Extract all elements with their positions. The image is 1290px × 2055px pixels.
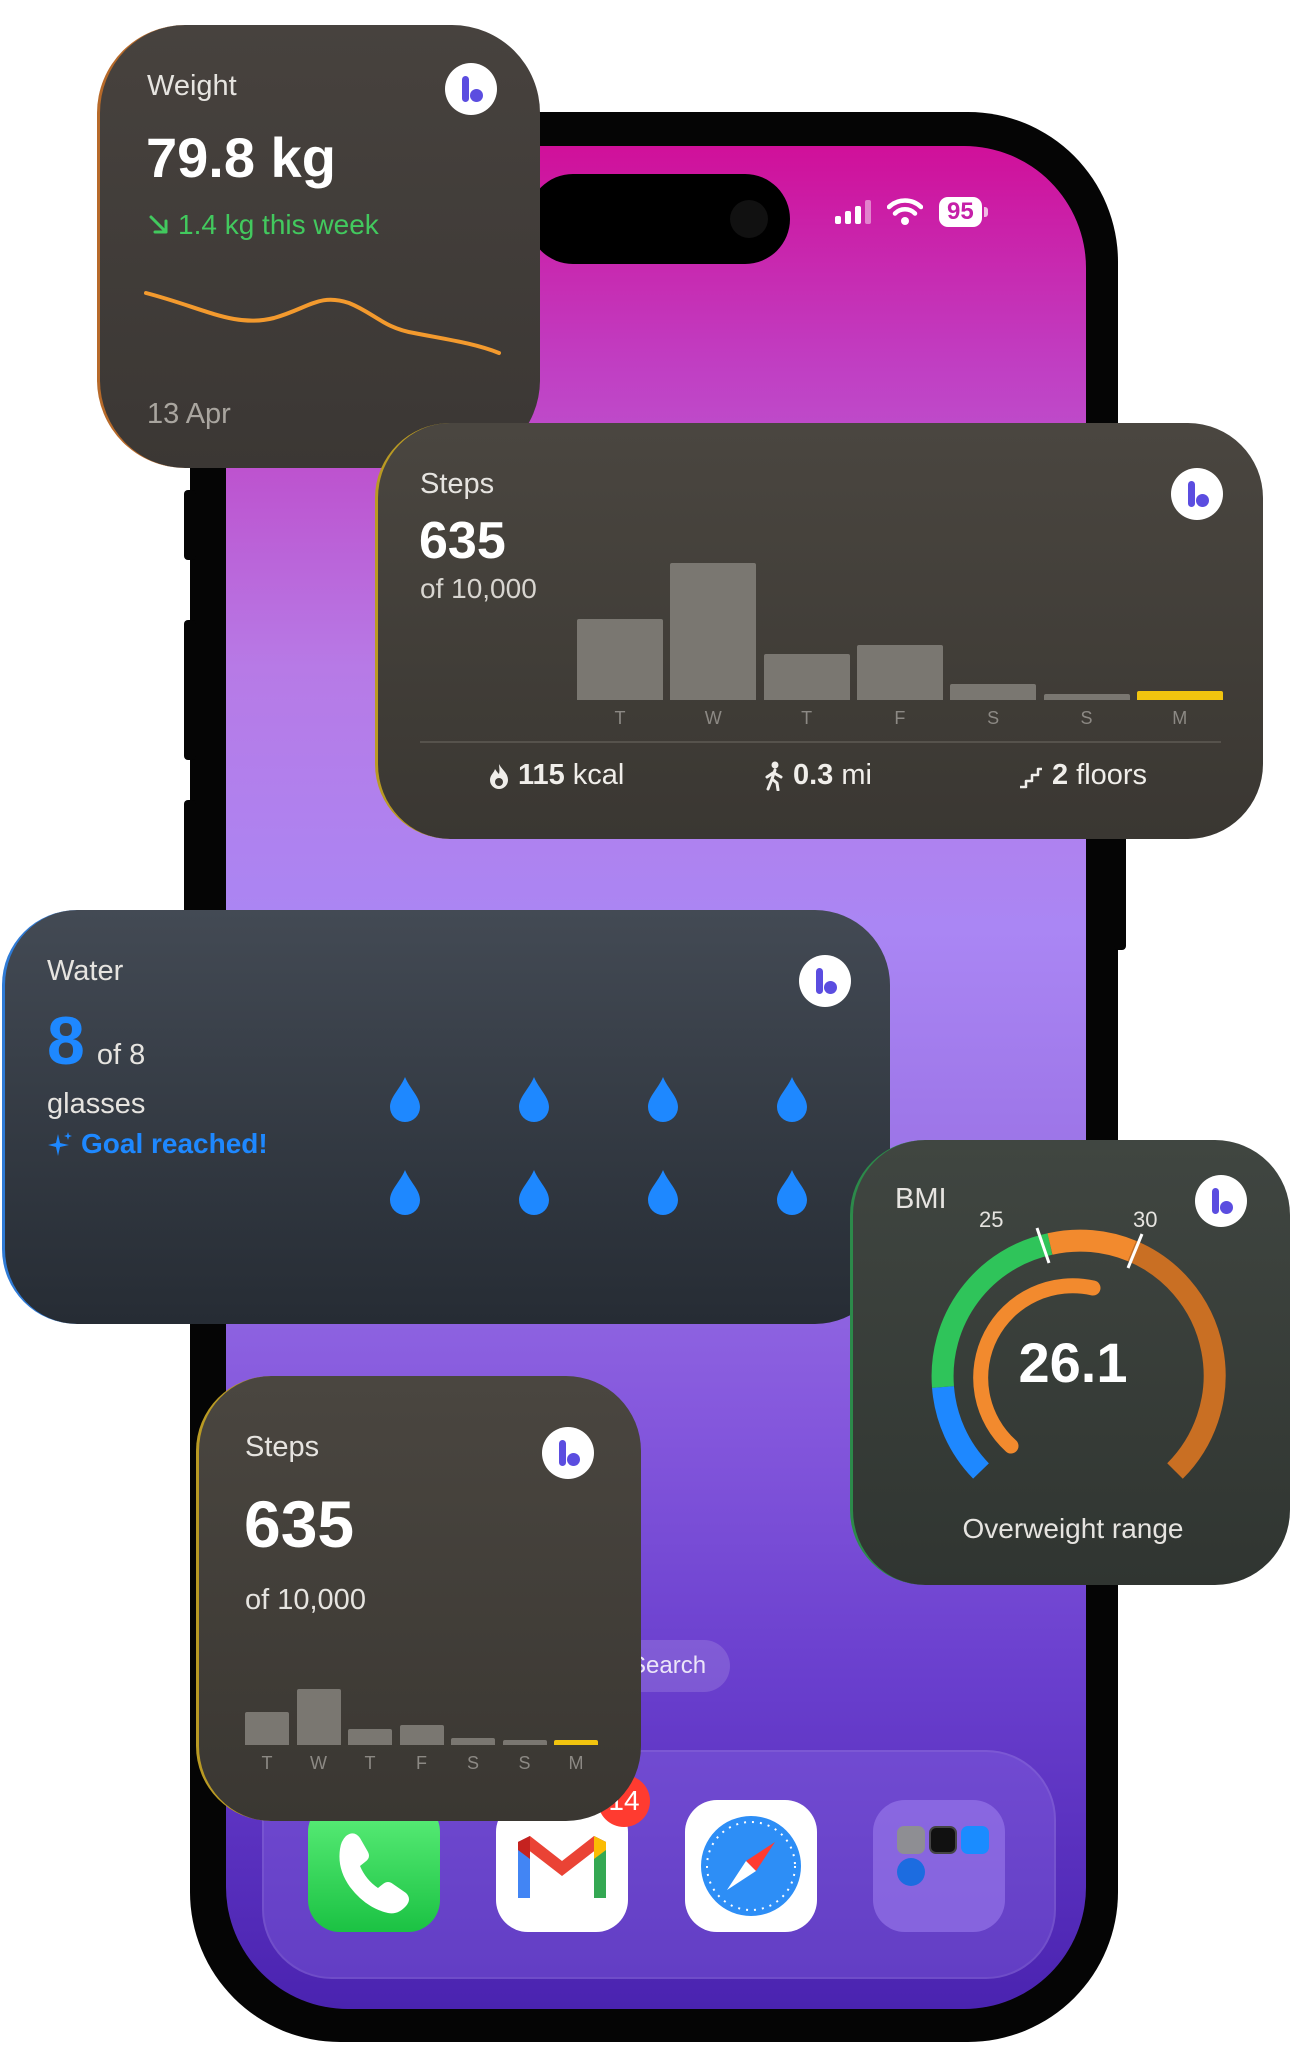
steps-small-day-label-2: T [364, 1753, 376, 1773]
dynamic-island [528, 174, 790, 264]
water-drop-icon[interactable] [646, 1168, 680, 1216]
steps-large-bar-4 [950, 684, 1037, 700]
bmi-gauge [931, 1227, 1226, 1479]
steps-large-day-label-0: T [614, 708, 626, 728]
app-logo-icon [445, 63, 497, 115]
steps-small-day-label-6: M [568, 1753, 584, 1773]
compass-icon [701, 1816, 801, 1916]
water-drop-icon[interactable] [646, 1075, 680, 1123]
steps-goal: of 10,000 [245, 1584, 366, 1616]
steps-large-day-label-4: S [987, 708, 1000, 728]
steps-small-day-label-4: S [466, 1753, 479, 1773]
steps-widget-large[interactable]: Steps 635 of 10,000 T W T F S S M 115 kcal 0.3 m… [375, 423, 1263, 839]
bmi-tick-low: 25 [979, 1207, 1004, 1232]
steps-small-bar-3 [399, 1725, 444, 1745]
water-unit: glasses [47, 1088, 146, 1120]
widget-title: BMI [895, 1183, 947, 1215]
steps-small-bar-2 [348, 1729, 392, 1745]
weight-value: 79.8 kg [146, 126, 336, 189]
bmi-widget[interactable]: BMI 25 30 26.1 Overweight range [850, 1140, 1290, 1585]
battery-indicator: 95 [939, 197, 988, 227]
steps-value: 635 [244, 1487, 355, 1561]
app-logo-icon [799, 955, 851, 1007]
steps-small-bar-4 [451, 1738, 495, 1745]
gmail-app-icon[interactable] [496, 1800, 628, 1932]
steps-small-bar-5 [502, 1740, 547, 1745]
water-drop-icon[interactable] [517, 1168, 551, 1216]
steps-small-day-label-0: T [261, 1753, 273, 1773]
walking-icon [765, 761, 783, 791]
steps-large-bar-0 [577, 619, 663, 700]
app-store-icon [961, 1826, 989, 1854]
widget-title: Steps [245, 1431, 320, 1463]
water-drop-icon[interactable] [388, 1075, 422, 1123]
steps-large-day-label-5: S [1080, 708, 1093, 728]
steps-large-day-label-3: F [894, 708, 906, 728]
gmail-icon [518, 1836, 606, 1898]
settings-app-icon [897, 1826, 925, 1854]
wifi-icon [887, 198, 923, 225]
widget-title: Steps [420, 468, 495, 500]
weight-widget[interactable]: Weight 79.8 kg 1.4 kg this week 13 Apr [97, 25, 540, 468]
steps-large-bar-6 [1136, 691, 1223, 700]
steps-large-bar-2 [763, 654, 850, 700]
app-logo-icon [542, 1427, 594, 1479]
steps-small-day-label-5: S [518, 1753, 531, 1773]
divider [420, 741, 1221, 743]
steps-small-day-label-3: F [416, 1753, 427, 1773]
steps-small-bar-0 [245, 1711, 289, 1745]
steps-large-bar-1 [670, 563, 757, 700]
energy-stat: 115 kcal [488, 759, 624, 792]
weight-change: 1.4 kg this week [146, 209, 379, 241]
steps-small-bar-1 [296, 1689, 341, 1745]
steps-widget-small[interactable]: Steps 635 of 10,000 T W T F S S M [196, 1376, 641, 1821]
steps-small-bar-6 [554, 1740, 598, 1745]
camera-icon [730, 200, 768, 238]
water-drop-icon[interactable] [775, 1168, 809, 1216]
widget-title: Water [47, 955, 124, 987]
password-manager-icon [897, 1858, 925, 1886]
app-logo-icon [1171, 468, 1223, 520]
weight-date: 13 Apr [147, 398, 231, 430]
floors-stat: 2 floors [1018, 759, 1147, 792]
phone-handset-icon [339, 1833, 409, 1914]
sparkles-icon [48, 1132, 72, 1156]
steps-value: 635 [419, 512, 506, 570]
water-summary: 8 of 8 [47, 1002, 145, 1080]
steps-large-bar-3 [856, 645, 943, 700]
water-drop-icon[interactable] [517, 1075, 551, 1123]
bmi-value: 26.1 [1018, 1331, 1128, 1394]
flame-icon [490, 763, 508, 789]
steps-small-day-label-1: W [310, 1753, 327, 1773]
water-goal: of 8 [96, 1039, 146, 1071]
wallet-app-icon [929, 1826, 957, 1854]
safari-app-icon[interactable] [685, 1800, 817, 1932]
action-button [184, 490, 196, 560]
arrow-down-right-icon [149, 215, 168, 234]
bmi-range-label: Overweight range [962, 1513, 1184, 1544]
steps-large-day-label-1: W [704, 708, 722, 728]
phone-app-icon[interactable] [308, 1800, 440, 1932]
water-widget[interactable]: Water 8 of 8 glasses Goal reached! [2, 910, 890, 1324]
volume-up-button [184, 620, 196, 760]
bmi-tick-high: 30 [1133, 1207, 1158, 1232]
app-logo-icon [1195, 1175, 1247, 1227]
cellular-signal-icon [835, 200, 871, 224]
stairs-icon [1020, 767, 1042, 788]
water-drop-icon[interactable] [388, 1168, 422, 1216]
steps-large-bar-5 [1043, 694, 1130, 700]
water-drop-icon[interactable] [775, 1075, 809, 1123]
distance-stat: 0.3 mi [763, 759, 872, 792]
steps-large-day-label-2: T [801, 708, 813, 728]
steps-large-day-label-6: M [1172, 708, 1188, 728]
volume-down-button [184, 800, 196, 940]
status-bar: 95 [835, 192, 988, 232]
steps-goal: of 10,000 [420, 573, 537, 604]
app-folder[interactable] [873, 1800, 1005, 1932]
weight-trend-line [144, 291, 501, 355]
goal-status: Goal reached! [47, 1128, 268, 1160]
widget-title: Weight [147, 70, 237, 102]
water-value: 8 [47, 1003, 85, 1079]
